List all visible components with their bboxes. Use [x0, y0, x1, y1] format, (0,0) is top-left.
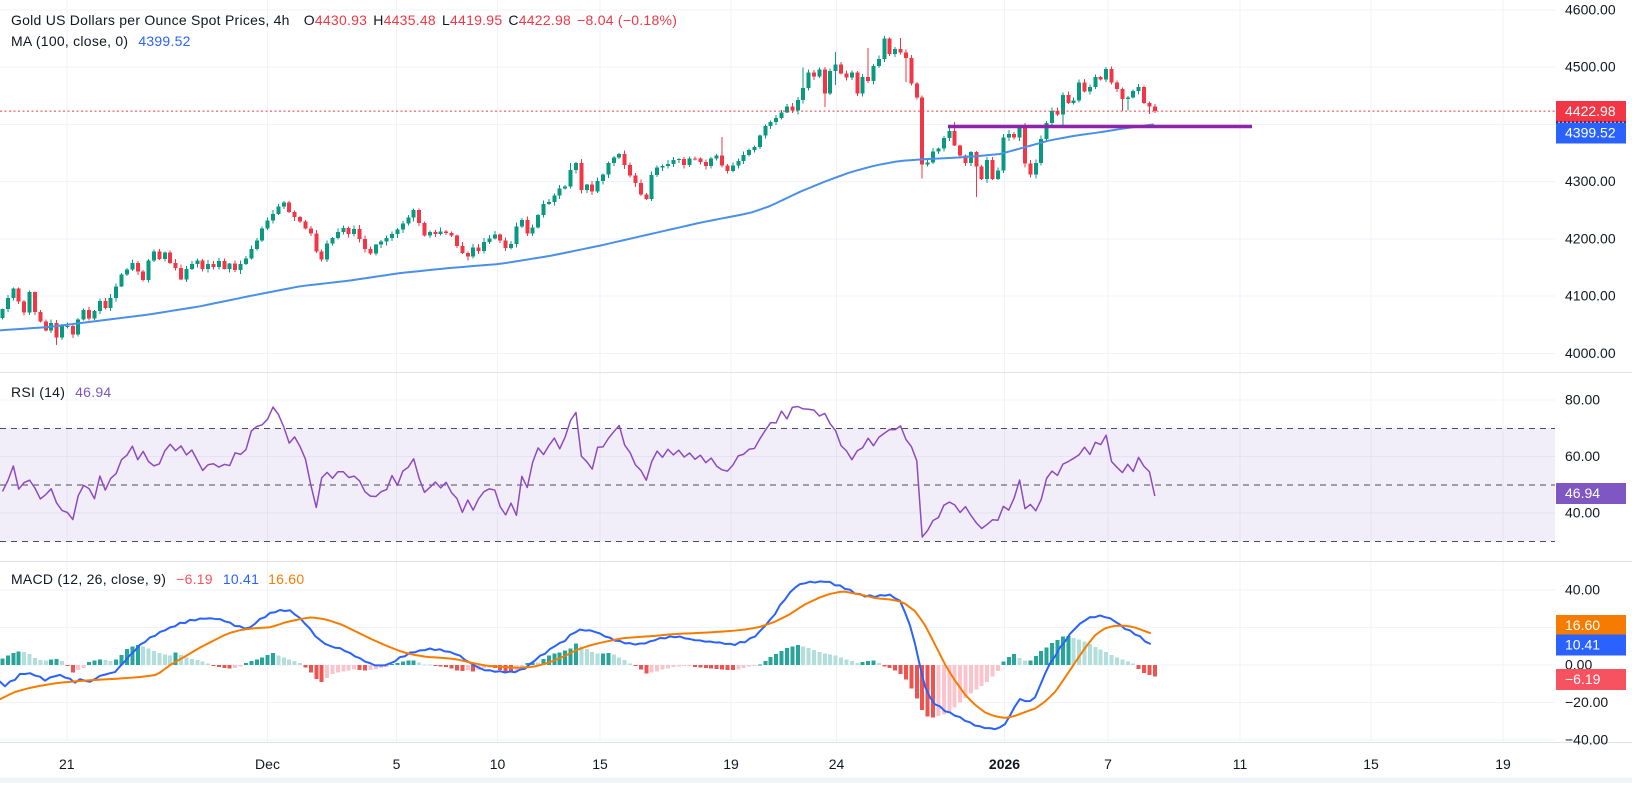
svg-text:7: 7	[1104, 756, 1112, 772]
svg-text:40.00: 40.00	[1565, 505, 1600, 521]
svg-text:2026: 2026	[989, 756, 1020, 772]
svg-text:−20.00: −20.00	[1565, 694, 1608, 710]
svg-text:4422.98: 4422.98	[1565, 103, 1616, 119]
svg-text:4300.00: 4300.00	[1565, 173, 1616, 189]
svg-text:4600.00: 4600.00	[1565, 1, 1616, 17]
svg-text:−6.19: −6.19	[1565, 671, 1601, 687]
svg-text:RSI (14)46.94: RSI (14) 46.94	[11, 384, 111, 400]
svg-text:4000.00: 4000.00	[1565, 345, 1616, 361]
svg-text:MA (100, close, 0)4399.52: MA (100, close, 0) 4399.52	[11, 33, 191, 49]
svg-text:15: 15	[592, 756, 608, 772]
svg-text:4399.52: 4399.52	[1565, 125, 1616, 141]
svg-text:10: 10	[490, 756, 506, 772]
svg-text:4100.00: 4100.00	[1565, 288, 1616, 304]
svg-text:4500.00: 4500.00	[1565, 59, 1616, 75]
svg-text:11: 11	[1233, 756, 1248, 772]
svg-text:−40.00: −40.00	[1565, 732, 1608, 748]
svg-text:16.60: 16.60	[1565, 617, 1600, 633]
svg-text:19: 19	[723, 756, 739, 772]
svg-text:Dec: Dec	[255, 756, 280, 772]
svg-text:46.94: 46.94	[1565, 485, 1600, 501]
svg-text:80.00: 80.00	[1565, 392, 1600, 408]
svg-text:4200.00: 4200.00	[1565, 230, 1616, 246]
svg-text:21: 21	[59, 756, 75, 772]
svg-text:Gold US Dollars per Ounce Spot: Gold US Dollars per Ounce Spot Prices, 4…	[11, 12, 677, 28]
svg-text:60.00: 60.00	[1565, 448, 1600, 464]
svg-text:0.00: 0.00	[1565, 657, 1592, 673]
svg-text:24: 24	[829, 756, 845, 772]
svg-text:19: 19	[1495, 756, 1511, 772]
svg-text:5: 5	[393, 756, 401, 772]
svg-text:15: 15	[1363, 756, 1379, 772]
svg-text:40.00: 40.00	[1565, 581, 1600, 597]
svg-text:10.41: 10.41	[1565, 637, 1600, 653]
